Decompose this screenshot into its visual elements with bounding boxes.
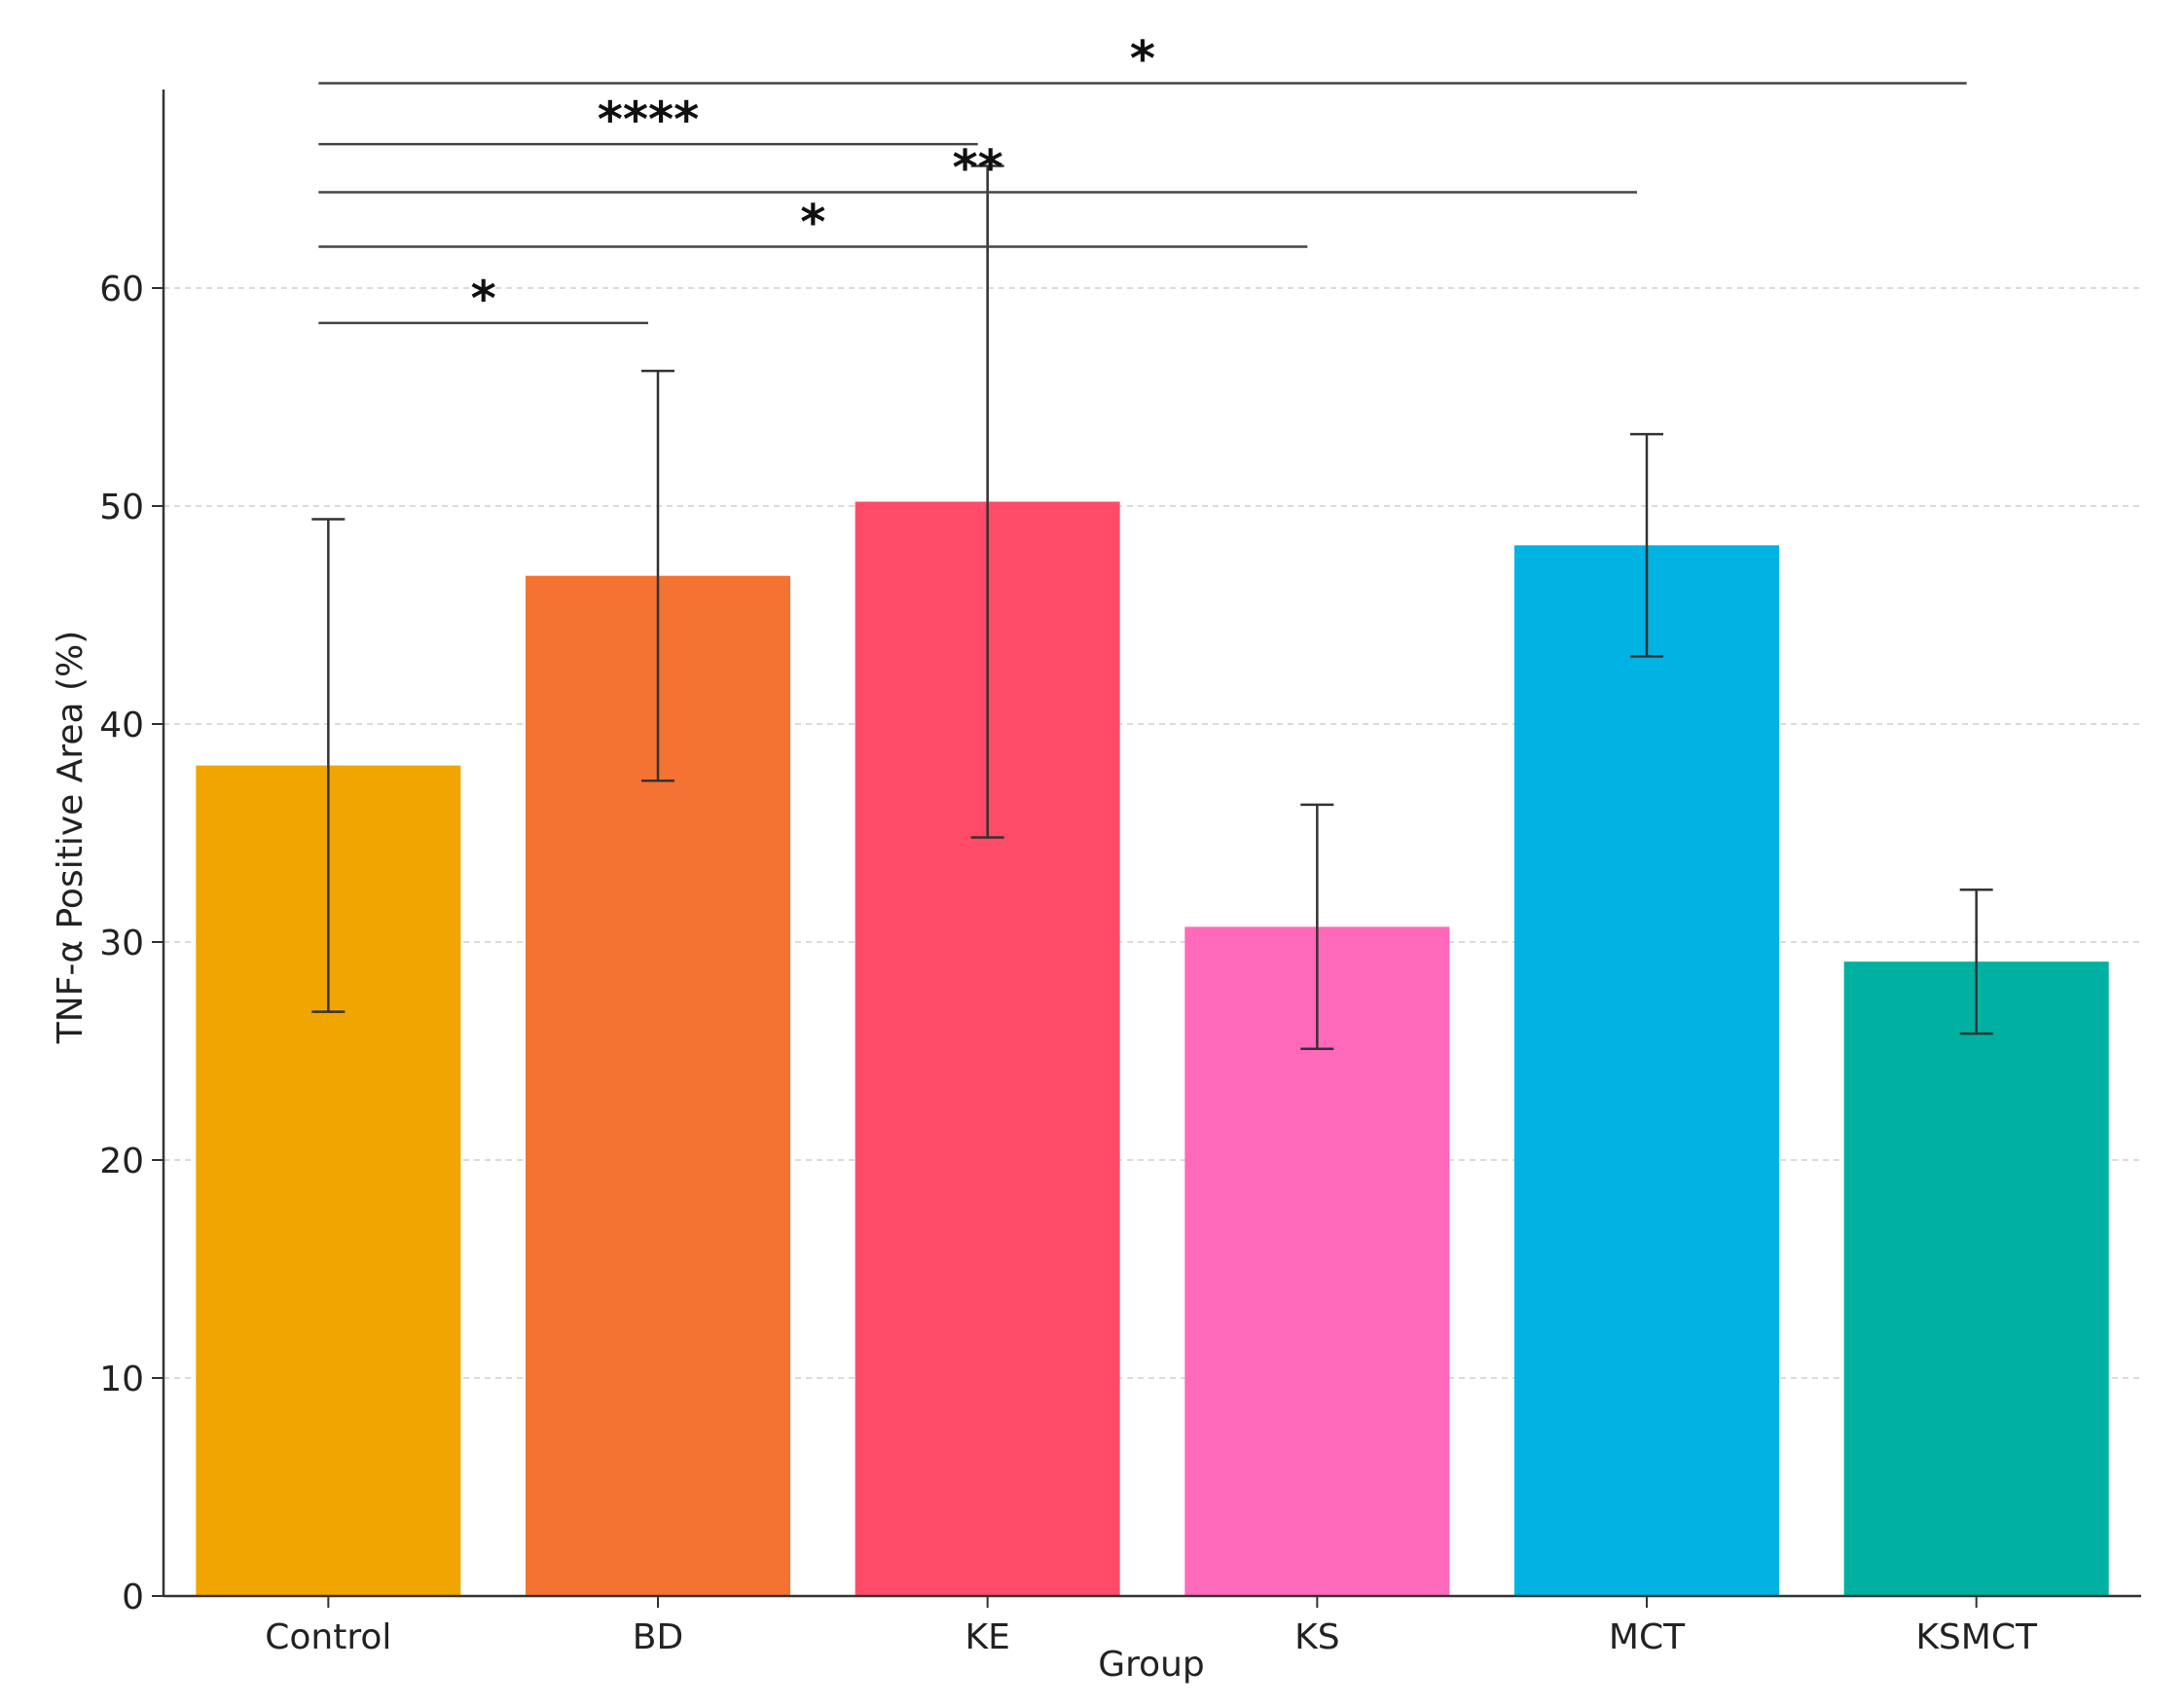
x-tick-label-control: Control — [265, 1617, 391, 1657]
significance-control-ks: * — [318, 194, 1308, 250]
y-axis-title: TNF-α Positive Area (%) — [51, 631, 91, 1045]
bar-mct — [1514, 545, 1779, 1596]
x-axis-title: Group — [1098, 1645, 1205, 1685]
significance-label: **** — [598, 91, 700, 148]
error-bar-mct — [1630, 432, 1663, 658]
y-tick-label-20: 20 — [99, 1142, 144, 1181]
y-tick-label-0: 0 — [122, 1578, 144, 1617]
error-bar-ks — [1300, 803, 1334, 1051]
x-tick-label-ke: KE — [965, 1617, 1009, 1657]
error-bars — [311, 164, 1993, 1051]
error-bar-bd — [641, 369, 674, 782]
significance-control-mct: ** — [318, 139, 1637, 196]
grid-lines — [164, 287, 2141, 1379]
significance-control-bd: * — [318, 271, 648, 327]
significance-label: * — [800, 194, 825, 250]
y-tick-label-50: 50 — [99, 488, 144, 527]
error-bar-ke — [970, 164, 1004, 839]
error-bar-control — [311, 518, 346, 1013]
significance-label: * — [1130, 30, 1155, 87]
bars — [196, 501, 2109, 1597]
y-tick-label-10: 10 — [99, 1360, 144, 1399]
x-tick-label-mct: MCT — [1609, 1617, 1686, 1657]
significance-label: ** — [953, 139, 1003, 196]
error-bar-ksmct — [1959, 888, 1993, 1035]
y-tick-label-30: 30 — [99, 924, 144, 963]
x-tick-label-ks: KS — [1294, 1617, 1339, 1657]
bar-ksmct — [1843, 962, 2109, 1596]
significance-label: * — [471, 271, 496, 327]
y-tick-label-40: 40 — [99, 706, 144, 745]
x-tick-label-ksmct: KSMCT — [1915, 1617, 2038, 1657]
significance-control-ksmct: * — [318, 30, 1967, 87]
y-tick-label-60: 60 — [99, 270, 144, 309]
x-tick-label-bd: BD — [633, 1617, 683, 1657]
significance-control-ke: **** — [318, 91, 978, 148]
significance-brackets: ********* — [318, 30, 1967, 327]
